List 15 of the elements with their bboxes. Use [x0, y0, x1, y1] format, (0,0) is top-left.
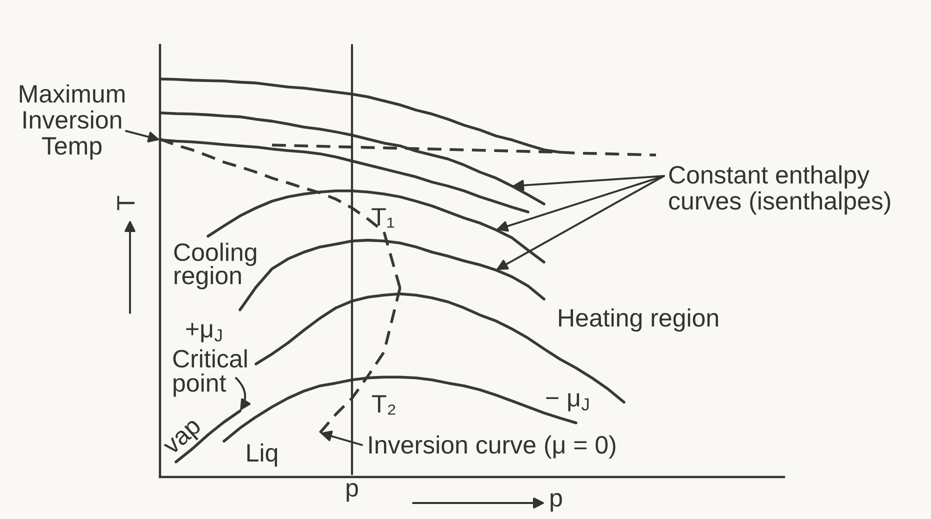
annotation: Inversion curve (μ = 0): [369, 435, 616, 459]
annotation: Constant enthalpy curves (isenthalpes): [669, 165, 890, 215]
annotation: +μ$_{J}$: [186, 322, 222, 342]
annotation: Critical point: [173, 349, 247, 397]
annotation: Heating region: [559, 308, 718, 332]
annotation: Cooling region: [174, 242, 256, 290]
text: p: [346, 483, 358, 502]
y-axis-title: T: [117, 196, 134, 210]
annotation: T₁: [372, 208, 394, 228]
x-axis-title: p: [550, 493, 562, 512]
annotation: − μ$_{J}$: [546, 393, 589, 412]
text: Maximum Inversion Temp: [20, 84, 125, 160]
annotation: vap: [163, 419, 205, 460]
annotation: T₂: [372, 395, 396, 415]
annotation: Liq: [247, 443, 278, 467]
